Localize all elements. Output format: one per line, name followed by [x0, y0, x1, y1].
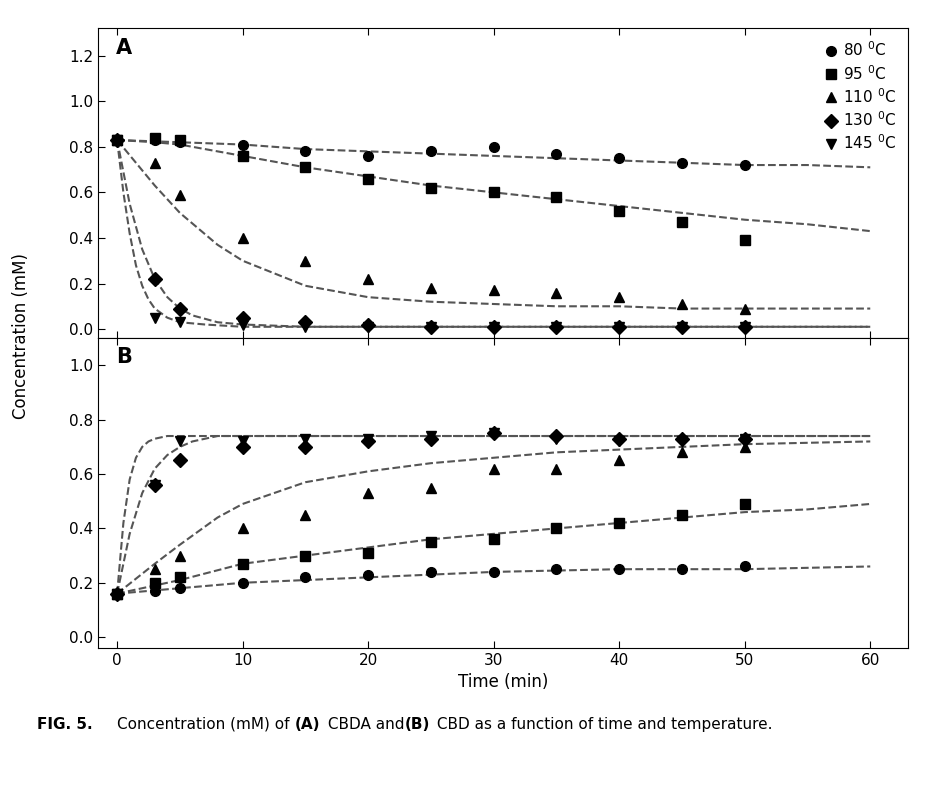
Text: CBD as a function of time and temperature.: CBD as a function of time and temperatur… — [432, 717, 773, 732]
Text: Concentration (mM): Concentration (mM) — [11, 254, 30, 419]
Legend: 80 $^{0}$C, 95 $^{0}$C, 110 $^{0}$C, 130 $^{0}$C, 145 $^{0}$C: 80 $^{0}$C, 95 $^{0}$C, 110 $^{0}$C, 130… — [823, 36, 900, 157]
Text: (B): (B) — [404, 717, 430, 732]
Text: A: A — [116, 37, 132, 58]
Text: Concentration (mM) of: Concentration (mM) of — [117, 717, 295, 732]
Text: (A): (A) — [295, 717, 320, 732]
X-axis label: Time (min): Time (min) — [458, 673, 548, 692]
Text: FIG. 5.: FIG. 5. — [37, 717, 93, 732]
Text: B: B — [116, 347, 132, 368]
Text: CBDA and: CBDA and — [323, 717, 409, 732]
